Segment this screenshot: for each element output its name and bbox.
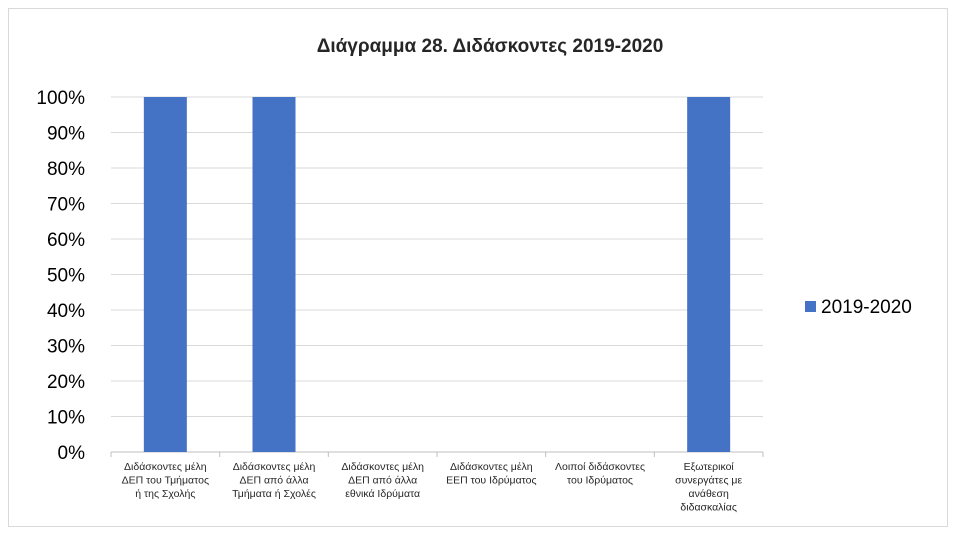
legend: 2019-2020 bbox=[805, 297, 912, 318]
gridlines bbox=[111, 96, 763, 453]
y-tick-label: 50% bbox=[47, 266, 85, 287]
y-tick-label: 0% bbox=[58, 443, 86, 464]
legend-label: 2019-2020 bbox=[821, 297, 912, 318]
x-tick-label: Διδάσκοντες μέλη ΔΕΠ του Τμήματος ή της Σχ… bbox=[122, 461, 209, 500]
y-tick-label: 90% bbox=[47, 124, 85, 145]
y-tick-label: 60% bbox=[47, 230, 85, 251]
legend-swatch bbox=[805, 301, 816, 312]
chart-title: Διάγραμμα 28. Διδάσκοντες 2019-2020 bbox=[317, 36, 664, 57]
y-tick-label: 70% bbox=[47, 195, 85, 216]
y-tick-label: 20% bbox=[47, 372, 85, 393]
x-tick-label: Λοιποί διδάσκοντες του Ιδρύματος bbox=[555, 461, 645, 487]
bar bbox=[252, 97, 296, 452]
x-tick-label: Εξωτερικοί συνεργάτες με ανάθεση διδασκαλία… bbox=[675, 461, 742, 514]
bar bbox=[143, 97, 187, 452]
bars bbox=[143, 97, 731, 452]
y-axis: 0% 10% 20% 30% 40% 50% 60% 70% 80% 90% 100% bbox=[36, 88, 85, 464]
x-tick-label: Διδάσκοντες μέλη ΔΕΠ από άλλα Τμήματα ή Σχ… bbox=[232, 461, 316, 500]
y-tick-label: 30% bbox=[47, 337, 85, 358]
x-axis: Διδάσκοντες μέλη ΔΕΠ του Τμήματος ή της Σχ… bbox=[110, 452, 764, 514]
y-tick-label: 100% bbox=[36, 88, 85, 109]
y-tick-label: 80% bbox=[47, 159, 85, 180]
x-tick-label: Διδάσκοντες μέλη ΕΕΠ του Ιδρύματος bbox=[446, 461, 537, 487]
x-tick-label: Διδάσκοντες μέλη ΔΕΠ από άλλα εθνικά Ιδρύμ… bbox=[341, 461, 424, 500]
y-tick-label: 40% bbox=[47, 301, 85, 322]
y-tick-label: 10% bbox=[47, 408, 85, 429]
bar bbox=[687, 97, 731, 452]
